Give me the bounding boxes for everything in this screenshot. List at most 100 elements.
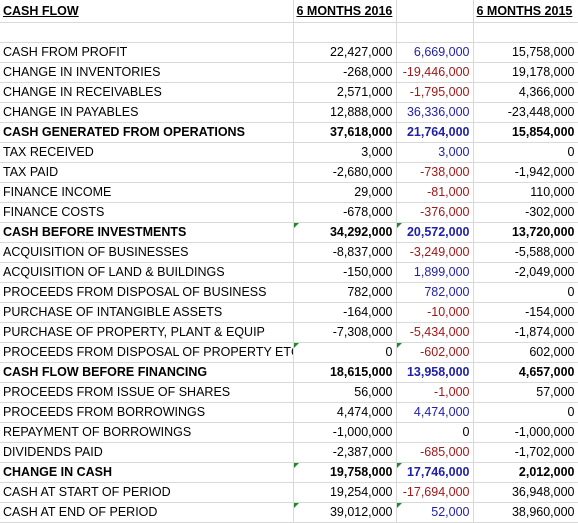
value-2016-cell[interactable]: -268,000 [293,62,397,83]
difference-cell[interactable]: -3,249,000 [396,242,474,263]
difference-cell[interactable]: 52,000 [396,502,474,523]
row-label-cell[interactable]: CHANGE IN RECEIVABLES [0,82,294,103]
value-2016-cell[interactable]: -150,000 [293,262,397,283]
row-label-cell[interactable]: CHANGE IN PAYABLES [0,102,294,123]
value-2015-cell[interactable]: 38,960,000 [473,502,578,523]
row-label-cell[interactable]: CASH FLOW BEFORE FINANCING [0,362,294,383]
value-2016-cell[interactable]: 12,888,000 [293,102,397,123]
row-label-cell[interactable]: FINANCE INCOME [0,182,294,203]
row-label-cell[interactable]: ACQUISITION OF LAND & BUILDINGS [0,262,294,283]
value-2015-cell[interactable]: -1,874,000 [473,322,578,343]
value-2015-cell[interactable]: -23,448,000 [473,102,578,123]
difference-cell[interactable]: -81,000 [396,182,474,203]
value-2015-cell[interactable]: -2,049,000 [473,262,578,283]
value-2016-cell[interactable]: 22,427,000 [293,42,397,63]
value-2016-cell[interactable]: 4,474,000 [293,402,397,423]
row-label-cell[interactable]: FINANCE COSTS [0,202,294,223]
value-2015-cell[interactable]: 36,948,000 [473,482,578,503]
difference-cell[interactable]: -19,446,000 [396,62,474,83]
row-label-cell[interactable]: PROCEEDS FROM DISPOSAL OF BUSINESS [0,282,294,303]
row-label-cell[interactable]: REPAYMENT OF BORROWINGS [0,422,294,443]
value-2015-cell[interactable]: 57,000 [473,382,578,403]
sheet-title-cell[interactable]: CASH FLOW [0,0,294,23]
row-label-cell[interactable]: PURCHASE OF INTANGIBLE ASSETS [0,302,294,323]
difference-cell[interactable]: -738,000 [396,162,474,183]
difference-cell[interactable]: -5,434,000 [396,322,474,343]
value-2016-cell[interactable]: 782,000 [293,282,397,303]
value-2016-cell[interactable]: 29,000 [293,182,397,203]
value-2016-cell[interactable]: 18,615,000 [293,362,397,383]
difference-cell[interactable]: -10,000 [396,302,474,323]
difference-cell[interactable]: 13,958,000 [396,362,474,383]
row-label-cell[interactable]: CHANGE IN CASH [0,462,294,483]
difference-cell[interactable]: 0 [396,422,474,443]
value-2016-cell[interactable]: 56,000 [293,382,397,403]
value-2015-cell[interactable]: 13,720,000 [473,222,578,243]
value-2015-cell[interactable]: 15,854,000 [473,122,578,143]
row-label-cell[interactable]: CASH GENERATED FROM OPERATIONS [0,122,294,143]
row-label-cell[interactable]: CASH FROM PROFIT [0,42,294,63]
value-2015-cell[interactable]: -1,942,000 [473,162,578,183]
value-2015-cell[interactable]: -154,000 [473,302,578,323]
row-label-cell[interactable]: PROCEEDS FROM BORROWINGS [0,402,294,423]
value-2015-cell[interactable]: 4,657,000 [473,362,578,383]
row-label-cell[interactable]: CHANGE IN INVENTORIES [0,62,294,83]
value-2015-cell[interactable]: 19,178,000 [473,62,578,83]
difference-cell[interactable]: -685,000 [396,442,474,463]
value-2016-cell[interactable]: 37,618,000 [293,122,397,143]
empty-cell[interactable] [293,22,397,43]
empty-cell[interactable] [0,22,294,43]
value-2016-cell[interactable]: 19,254,000 [293,482,397,503]
row-label-cell[interactable]: CASH BEFORE INVESTMENTS [0,222,294,243]
value-2016-cell[interactable]: -8,837,000 [293,242,397,263]
header-2015-cell[interactable]: 6 MONTHS 2015 [473,0,578,23]
value-2016-cell[interactable]: -7,308,000 [293,322,397,343]
row-label-cell[interactable]: PURCHASE OF PROPERTY, PLANT & EQUIP [0,322,294,343]
difference-cell[interactable]: 3,000 [396,142,474,163]
header-difference-cell[interactable] [396,0,474,23]
value-2015-cell[interactable]: 0 [473,282,578,303]
difference-cell[interactable]: 1,899,000 [396,262,474,283]
value-2016-cell[interactable]: 34,292,000 [293,222,397,243]
empty-cell[interactable] [396,22,474,43]
value-2015-cell[interactable]: 2,012,000 [473,462,578,483]
row-label-cell[interactable]: PROCEEDS FROM ISSUE OF SHARES [0,382,294,403]
difference-cell[interactable]: 36,336,000 [396,102,474,123]
difference-cell[interactable]: -1,000 [396,382,474,403]
value-2015-cell[interactable]: -302,000 [473,202,578,223]
difference-cell[interactable]: 17,746,000 [396,462,474,483]
value-2016-cell[interactable]: -678,000 [293,202,397,223]
row-label-cell[interactable]: TAX PAID [0,162,294,183]
difference-cell[interactable]: -376,000 [396,202,474,223]
value-2015-cell[interactable]: 15,758,000 [473,42,578,63]
value-2015-cell[interactable]: 110,000 [473,182,578,203]
value-2016-cell[interactable]: 2,571,000 [293,82,397,103]
difference-cell[interactable]: -602,000 [396,342,474,363]
row-label-cell[interactable]: PROCEEDS FROM DISPOSAL OF PROPERTY ETC [0,342,294,363]
value-2016-cell[interactable]: -1,000,000 [293,422,397,443]
value-2015-cell[interactable]: -1,702,000 [473,442,578,463]
value-2016-cell[interactable]: 19,758,000 [293,462,397,483]
value-2016-cell[interactable]: 3,000 [293,142,397,163]
difference-cell[interactable]: 21,764,000 [396,122,474,143]
value-2016-cell[interactable]: 39,012,000 [293,502,397,523]
value-2016-cell[interactable]: -2,387,000 [293,442,397,463]
header-2016-cell[interactable]: 6 MONTHS 2016 [293,0,397,23]
difference-cell[interactable]: 20,572,000 [396,222,474,243]
value-2015-cell[interactable]: 602,000 [473,342,578,363]
difference-cell[interactable]: 6,669,000 [396,42,474,63]
difference-cell[interactable]: 4,474,000 [396,402,474,423]
value-2015-cell[interactable]: -5,588,000 [473,242,578,263]
row-label-cell[interactable]: TAX RECEIVED [0,142,294,163]
value-2016-cell[interactable]: 0 [293,342,397,363]
difference-cell[interactable]: 782,000 [396,282,474,303]
value-2015-cell[interactable]: -1,000,000 [473,422,578,443]
value-2016-cell[interactable]: -164,000 [293,302,397,323]
row-label-cell[interactable]: ACQUISITION OF BUSINESSES [0,242,294,263]
value-2015-cell[interactable]: 0 [473,402,578,423]
empty-cell[interactable] [473,22,578,43]
row-label-cell[interactable]: DIVIDENDS PAID [0,442,294,463]
difference-cell[interactable]: -17,694,000 [396,482,474,503]
difference-cell[interactable]: -1,795,000 [396,82,474,103]
value-2016-cell[interactable]: -2,680,000 [293,162,397,183]
